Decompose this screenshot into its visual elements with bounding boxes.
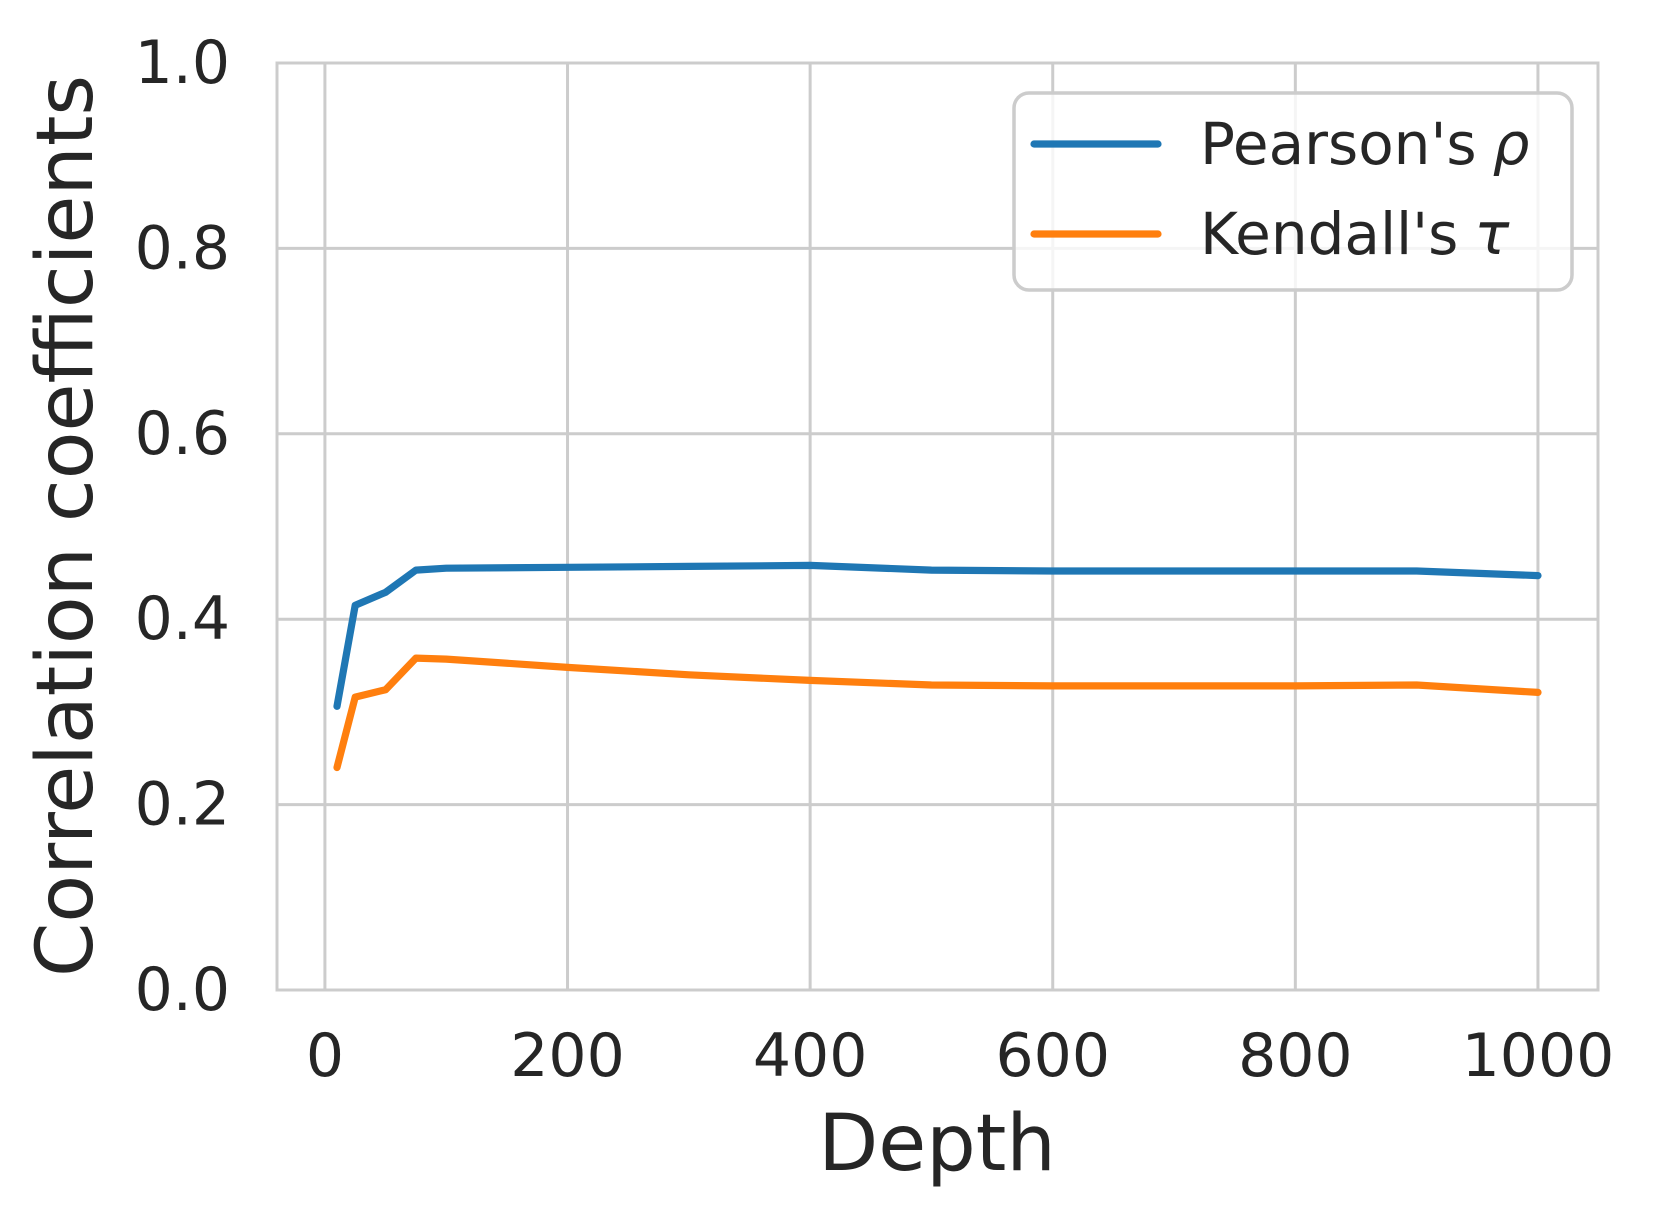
legend-label-kendall: Kendall's τ	[1200, 200, 1510, 268]
plot-border	[275, 61, 1600, 992]
legend-label-kendall-text: Kendall's	[1200, 200, 1458, 268]
legend: Pearson's ρ Kendall's τ	[1012, 91, 1574, 292]
y-tick-label-0.4: 0.4	[135, 584, 230, 654]
x-tick-label-600: 600	[995, 1021, 1110, 1091]
legend-symbol-tau: τ	[1474, 200, 1510, 268]
y-tick-label-1.0: 1.0	[135, 28, 230, 98]
legend-symbol-rho: ρ	[1493, 110, 1530, 178]
x-axis-label: Depth	[818, 1099, 1056, 1189]
series-line-0	[333, 561, 1542, 710]
series-line-1	[333, 654, 1542, 772]
y-axis-label: Correlation coefficients	[21, 75, 111, 977]
y-tick-label-0.8: 0.8	[135, 213, 230, 283]
x-tick-label-1000: 1000	[1462, 1021, 1615, 1091]
x-tick-label-800: 800	[1238, 1021, 1353, 1091]
legend-label-pearson-text: Pearson's	[1200, 110, 1477, 178]
legend-label-pearson: Pearson's ρ	[1200, 110, 1530, 178]
y-tick-labels: 0.0 0.2 0.4 0.6 0.8 1.0	[135, 28, 230, 1025]
x-tick-labels: 0 200 400 600 800 1000	[306, 1021, 1614, 1091]
y-tick-label-0.2: 0.2	[135, 770, 230, 840]
y-tick-label-0.0: 0.0	[135, 955, 230, 1025]
x-tick-label-400: 400	[753, 1021, 868, 1091]
series-layer	[333, 561, 1542, 772]
x-tick-label-0: 0	[306, 1021, 344, 1091]
y-tick-label-0.6: 0.6	[135, 399, 230, 469]
x-tick-label-200: 200	[510, 1021, 625, 1091]
